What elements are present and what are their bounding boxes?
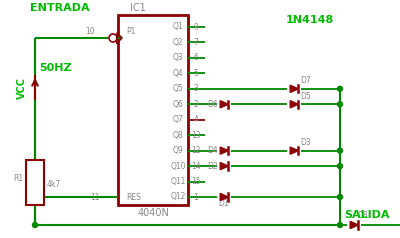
Text: D5: D5: [300, 92, 311, 101]
Text: Q6: Q6: [173, 100, 183, 109]
Text: 14: 14: [191, 162, 201, 171]
Text: 6: 6: [194, 53, 198, 62]
Circle shape: [338, 86, 342, 91]
Text: 4040N: 4040N: [137, 208, 169, 218]
Text: 5: 5: [194, 69, 198, 78]
Polygon shape: [290, 101, 298, 108]
Text: Q1: Q1: [173, 23, 183, 31]
Text: 4: 4: [194, 115, 198, 124]
Bar: [26, 160, 44, 205]
Text: Q7: Q7: [173, 115, 183, 124]
Text: SALIDA: SALIDA: [344, 210, 390, 220]
Text: D3: D3: [300, 138, 311, 147]
Text: Q2: Q2: [173, 38, 183, 47]
Circle shape: [32, 223, 38, 228]
Text: D6: D6: [207, 100, 218, 109]
Polygon shape: [350, 221, 358, 229]
Polygon shape: [220, 193, 228, 201]
Polygon shape: [290, 85, 298, 92]
Text: Q3: Q3: [173, 53, 183, 62]
Text: 9: 9: [194, 23, 198, 31]
Text: 4k7: 4k7: [47, 180, 61, 189]
Polygon shape: [220, 163, 228, 170]
Text: D2: D2: [207, 162, 218, 171]
Circle shape: [338, 223, 342, 228]
Text: 2: 2: [194, 100, 198, 109]
Text: IC1: IC1: [130, 3, 146, 13]
Text: 7: 7: [194, 38, 198, 47]
Text: 1: 1: [194, 193, 198, 202]
Text: D1: D1: [218, 199, 229, 208]
Text: 15: 15: [191, 177, 201, 186]
Text: Q10: Q10: [170, 162, 186, 171]
Text: Q4: Q4: [173, 69, 183, 78]
Circle shape: [338, 148, 342, 153]
Text: Q12: Q12: [170, 193, 186, 202]
Text: D7: D7: [300, 76, 311, 85]
Text: ENTRADA: ENTRADA: [30, 3, 90, 13]
Text: Q11: Q11: [170, 177, 186, 186]
Text: D8: D8: [357, 212, 368, 220]
Text: 12: 12: [191, 146, 201, 155]
Text: Q5: Q5: [173, 84, 183, 93]
Text: RES: RES: [126, 193, 142, 202]
Text: P1: P1: [126, 28, 135, 36]
Polygon shape: [220, 147, 228, 154]
Bar: [118, 15, 188, 205]
Text: Q8: Q8: [173, 131, 183, 140]
Text: R1: R1: [13, 174, 23, 183]
Circle shape: [338, 164, 342, 169]
Text: 13: 13: [191, 131, 201, 140]
Text: D4: D4: [207, 146, 218, 155]
Text: Q9: Q9: [173, 146, 183, 155]
Text: VCC: VCC: [17, 77, 27, 99]
Text: 11: 11: [90, 193, 100, 202]
Text: 3: 3: [194, 84, 198, 93]
Circle shape: [338, 102, 342, 107]
Polygon shape: [290, 147, 298, 154]
Text: 1N4148: 1N4148: [286, 15, 334, 25]
Circle shape: [338, 194, 342, 199]
Text: 10: 10: [85, 28, 95, 36]
Polygon shape: [220, 101, 228, 108]
Text: 50HZ: 50HZ: [39, 63, 71, 73]
